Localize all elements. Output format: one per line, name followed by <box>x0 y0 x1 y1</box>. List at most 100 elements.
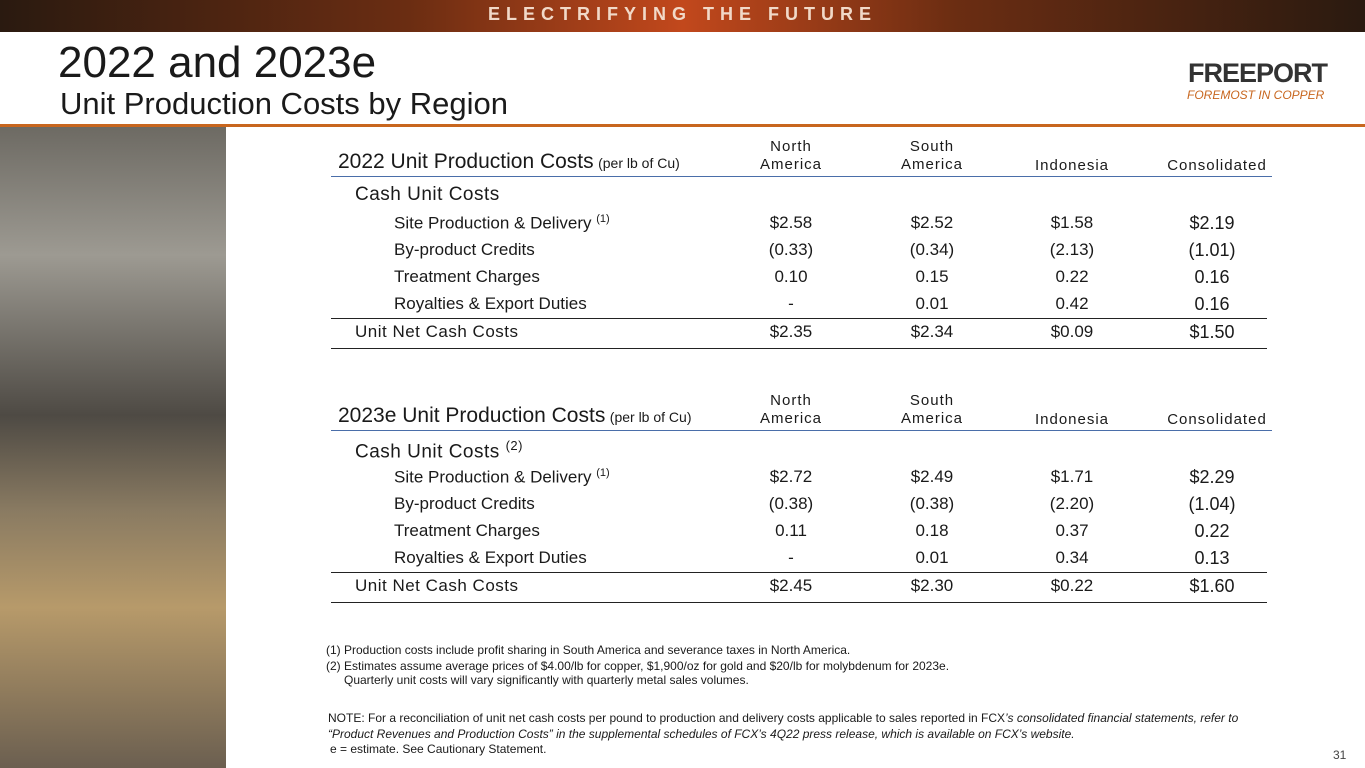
section-text: Cash Unit Costs <box>355 184 500 205</box>
total-label: Unit Net Cash Costs <box>355 576 519 595</box>
cell: 0.18 <box>915 521 949 540</box>
row-label: By-product Credits <box>394 240 535 260</box>
title: 2022 and 2023e <box>58 38 377 87</box>
section-label: Cash Unit Costs (2) <box>355 438 523 463</box>
row-label-text: Treatment Charges <box>394 521 540 540</box>
total-cell: $2.30 <box>910 576 954 595</box>
cell: 0.11 <box>775 521 807 540</box>
cell: 0.22 <box>1055 267 1089 286</box>
cell: $2.19 <box>1189 213 1235 233</box>
logo-tagline: FOREMOST IN COPPER <box>1187 88 1325 102</box>
table-title: 2023e Unit Production Costs (per lb of C… <box>338 404 691 428</box>
cell: 0.37 <box>1055 521 1089 540</box>
cell: (0.38) <box>768 494 814 513</box>
banner: ELECTRIFYING THE FUTURE <box>0 0 1365 32</box>
cell: $2.49 <box>910 467 954 486</box>
cell: - <box>788 294 794 313</box>
cell: $2.52 <box>910 213 954 232</box>
banner-text: ELECTRIFYING THE FUTURE <box>488 4 877 24</box>
total-cell: $0.09 <box>1050 322 1094 341</box>
note: NOTE: For a reconciliation of unit net c… <box>328 710 1248 742</box>
column-header: South America <box>900 138 963 173</box>
cell: 0.15 <box>915 267 949 286</box>
header-rule <box>331 176 1272 177</box>
section-text: Cash Unit Costs <box>355 441 500 463</box>
column-header: Indonesia <box>1034 411 1110 428</box>
header-rule <box>0 124 1365 127</box>
cell: 0.01 <box>915 548 949 567</box>
row-label-text: Royalties & Export Duties <box>394 548 587 567</box>
row-label: Treatment Charges <box>394 267 540 287</box>
photo <box>0 127 226 768</box>
row-label: By-product Credits <box>394 494 535 514</box>
row-label-text: Treatment Charges <box>394 267 540 286</box>
cell: 0.10 <box>774 267 808 286</box>
table-title-text: 2023e Unit Production Costs <box>338 404 606 427</box>
table-title-text: 2022 Unit Production Costs <box>338 150 594 173</box>
column-header: Consolidated <box>1167 157 1267 174</box>
row-label-text: By-product Credits <box>394 240 535 259</box>
total-cell: $2.35 <box>769 322 813 341</box>
cell: 0.42 <box>1055 294 1089 313</box>
cell: (0.38) <box>909 494 955 513</box>
column-header: North America <box>759 138 822 173</box>
cell: $2.72 <box>769 467 813 486</box>
cell: - <box>788 548 794 567</box>
cell: (1.01) <box>1188 240 1236 260</box>
row-label: Royalties & Export Duties <box>394 548 587 568</box>
column-header: Indonesia <box>1034 157 1110 174</box>
total-cell: $1.60 <box>1189 576 1235 596</box>
table-unit: (per lb of Cu) <box>598 155 680 171</box>
column-header: North America <box>759 392 822 427</box>
footnote: (1) Production costs include profit shar… <box>326 643 851 657</box>
total-cell: $1.50 <box>1189 322 1235 342</box>
header-rule <box>331 430 1272 431</box>
note-italic: ’s consolidated financial statements, re… <box>328 711 1239 741</box>
cell: (1.04) <box>1188 494 1236 514</box>
cell: $2.29 <box>1189 467 1235 487</box>
page-number: 31 <box>1333 748 1347 762</box>
column-header: South America <box>900 392 963 427</box>
bottom-rule <box>331 348 1267 349</box>
total-cell: $2.45 <box>769 576 813 595</box>
section-label: Cash Unit Costs <box>355 184 500 206</box>
cell: (0.33) <box>768 240 814 259</box>
cell: $2.58 <box>769 213 813 232</box>
total-label: Unit Net Cash Costs <box>355 322 519 341</box>
cell: 0.34 <box>1055 548 1089 567</box>
cell: $1.58 <box>1050 213 1094 232</box>
footnote: (2) Estimates assume average prices of $… <box>326 659 950 673</box>
note-text: NOTE: For a reconciliation of unit net c… <box>328 711 1006 725</box>
cell: 0.22 <box>1194 521 1230 541</box>
estimate-note: e = estimate. See Cautionary Statement. <box>330 742 547 756</box>
cell: 0.16 <box>1194 294 1230 314</box>
total-cell: $2.34 <box>910 322 954 341</box>
bottom-rule <box>331 602 1267 603</box>
row-label: Royalties & Export Duties <box>394 294 587 314</box>
subtitle: Unit Production Costs by Region <box>60 86 509 121</box>
row-label-text: Site Production & Delivery <box>394 467 592 487</box>
cell: (2.20) <box>1049 494 1095 513</box>
row-note: (1) <box>596 467 610 479</box>
table-unit: (per lb of Cu) <box>609 409 692 425</box>
cell: 0.16 <box>1194 267 1230 287</box>
row-note: (1) <box>596 213 610 225</box>
row-label: Site Production & Delivery (1) <box>394 213 610 234</box>
section-note: (2) <box>505 438 523 453</box>
column-header: Consolidated <box>1167 411 1267 428</box>
cell: (2.13) <box>1049 240 1095 259</box>
footnote: Quarterly unit costs will vary significa… <box>344 673 749 687</box>
cell: 0.13 <box>1194 548 1230 568</box>
logo-name: FREEPORT <box>1188 58 1328 88</box>
total-rule <box>331 318 1267 319</box>
cell: 0.01 <box>915 294 949 313</box>
total-rule <box>331 572 1267 573</box>
row-label-text: Site Production & Delivery <box>394 213 592 233</box>
total-cell: $0.22 <box>1050 576 1094 595</box>
cell: (0.34) <box>909 240 955 259</box>
table-title: 2022 Unit Production Costs (per lb of Cu… <box>338 150 680 174</box>
row-label: Treatment Charges <box>394 521 540 541</box>
cell: $1.71 <box>1050 467 1094 486</box>
row-label: Site Production & Delivery (1) <box>394 467 610 488</box>
